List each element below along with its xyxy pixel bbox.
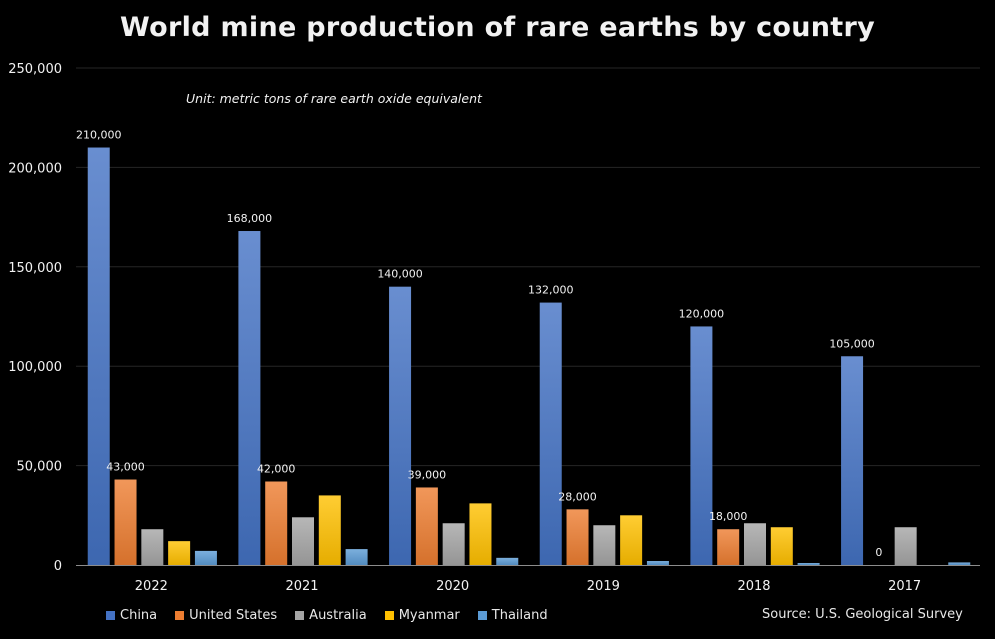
legend-label: Australia [309, 608, 367, 623]
legend: China United States Australia Myanmar Thaila… [106, 608, 548, 623]
y-axis-ticks: 0 50,000 100,000 150,000 200,000 250,000 [8, 62, 62, 574]
bar-united-states-2020 [415, 487, 438, 565]
legend-item-thailand: Thailand [477, 608, 548, 623]
bar-united-states-2019 [566, 509, 589, 565]
bar-thailand-2018 [797, 563, 820, 565]
gridlines [76, 67, 980, 467]
bar-united-states-2021 [265, 481, 288, 565]
y-tick-label: 0 [54, 559, 62, 574]
data-label: 120,000 [679, 307, 725, 320]
x-axis-ticks: 2022 2021 2020 2019 2018 2017 [135, 579, 921, 594]
legend-item-united-states: United States [175, 608, 277, 623]
data-label: 168,000 [227, 212, 273, 225]
bar-china-2021 [238, 231, 261, 566]
legend-item-myanmar: Myanmar [384, 608, 460, 623]
legend-item-china: China [106, 608, 157, 623]
legend-label: United States [189, 608, 278, 623]
bar-australia-2017 [894, 527, 917, 565]
chart-subtitle: Unit: metric tons of rare earth oxide eq… [186, 91, 482, 106]
bar-thailand-2021 [345, 549, 368, 565]
bar-china-2020 [389, 286, 412, 565]
bar-myanmar-2019 [620, 515, 643, 565]
data-label: 28,000 [558, 490, 597, 503]
data-label: 210,000 [76, 129, 122, 142]
bar-united-states-2018 [717, 529, 740, 565]
data-label: 105,000 [829, 337, 875, 350]
data-label: 39,000 [408, 468, 447, 481]
y-tick-label: 150,000 [8, 261, 62, 276]
bar-thailand-2020 [496, 557, 519, 565]
bars [87, 147, 971, 566]
x-tick-label: 2017 [888, 579, 921, 594]
legend-item-australia: Australia [295, 608, 367, 623]
bar-united-states-2022 [114, 479, 137, 565]
x-tick-label: 2020 [436, 579, 469, 594]
bar-thailand-2017 [948, 562, 971, 565]
legend-swatch [477, 611, 487, 620]
bar-australia-2019 [593, 525, 616, 565]
data-label: 42,000 [257, 463, 296, 476]
legend-swatch [175, 611, 185, 620]
legend-swatch [384, 611, 394, 620]
bar-thailand-2022 [194, 550, 217, 565]
y-tick-label: 200,000 [8, 161, 62, 176]
legend-label: Thailand [491, 608, 548, 623]
data-labels: 210,000 43,000 168,000 42,000 140,000 39,000 1… [76, 129, 882, 559]
bar-myanmar-2022 [168, 541, 191, 565]
bar-australia-2022 [141, 529, 164, 565]
y-tick-label: 50,000 [17, 460, 63, 475]
bar-myanmar-2018 [770, 527, 793, 565]
legend-swatch [295, 611, 305, 620]
bar-china-2019 [539, 302, 562, 565]
bar-china-2022 [87, 147, 110, 565]
bar-myanmar-2021 [318, 495, 341, 565]
data-label: 132,000 [528, 284, 574, 297]
bar-china-2018 [690, 326, 713, 565]
y-tick-label: 100,000 [8, 360, 62, 375]
data-label: 43,000 [106, 461, 145, 474]
x-tick-label: 2019 [587, 579, 620, 594]
data-label: 140,000 [377, 268, 423, 281]
bar-thailand-2019 [646, 561, 669, 565]
legend-swatch [106, 611, 115, 620]
bar-australia-2021 [292, 517, 314, 565]
x-tick-label: 2018 [737, 579, 770, 594]
bar-australia-2020 [442, 523, 465, 565]
data-label: 18,000 [709, 510, 748, 523]
legend-label: China [120, 608, 158, 623]
x-tick-label: 2022 [135, 579, 168, 594]
legend-label: Myanmar [398, 608, 460, 623]
x-tick-label: 2021 [285, 579, 318, 594]
data-label: 0 [875, 546, 882, 559]
bar-china-2017 [841, 356, 864, 565]
chart-title: World mine production of rare earths by … [119, 12, 876, 43]
bar-myanmar-2020 [469, 503, 492, 565]
source-note: Source: U.S. Geological Survey [762, 607, 963, 622]
y-tick-label: 250,000 [8, 62, 62, 77]
bar-australia-2018 [744, 523, 766, 565]
